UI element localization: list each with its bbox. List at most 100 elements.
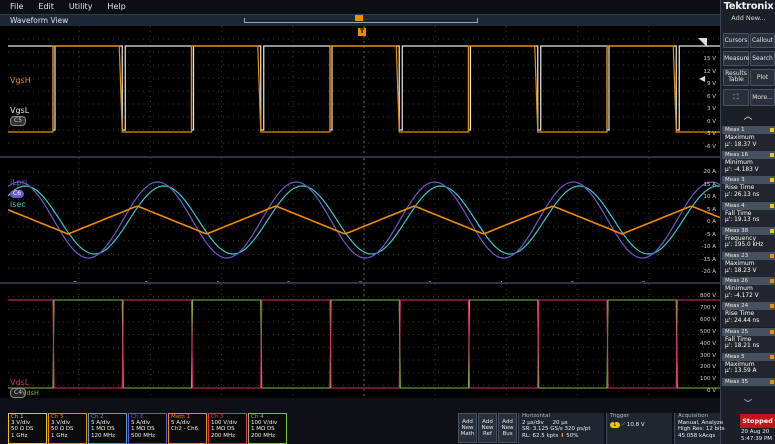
c4-badge[interactable]: C4 [10,388,27,398]
measurement-badge[interactable]: Meas 4 Fall Time μ': 19.13 ns [722,201,775,227]
measurement-badge[interactable]: Meas 35 [722,378,775,387]
cursors-button[interactable]: Cursors [723,33,749,48]
measurement-badge[interactable]: Meas 3 Rise Time μ': 26.13 ns [722,176,775,202]
horizontal-rl-row: RL: 62.5 kpts ⬇ 50% [519,433,604,439]
plot-button[interactable]: Plot [750,69,775,86]
channel-name: Ch 6 [131,414,144,420]
measurement-type: Minimum [725,285,753,293]
measurement-value: μ': -4.172 V [725,292,759,299]
measurement-source-indicator [770,279,774,284]
measurement-badge[interactable]: Meas 38 Frequency μ': 195.0 kHz [722,226,775,252]
measurement-source-indicator [770,153,774,158]
c5-badge[interactable]: C5 [10,116,27,126]
measurement-id-text: Meas 3 [725,177,745,184]
measurement-id-text: Meas 16 [725,152,749,159]
waveform-pane-current[interactable]: iLpri C6 isec 20 A 15 A 10 A 5 A 0 A -5 A -10 … [8,158,720,287]
measurement-value: μ': 18.37 V [725,141,757,148]
measurement-source-indicator [770,304,774,309]
more-button[interactable]: More... [750,89,775,106]
add-new-bus-button[interactable]: Add New Bus [498,413,517,443]
measurement-badge[interactable]: Meas 5 Maximum μ': 13.59 A [722,352,775,378]
pane-divider [0,282,720,284]
channel-setting: 200 MHz [211,432,236,439]
c6-badge[interactable]: C6 [10,190,25,198]
acq-analyze: Analyze [701,420,724,426]
pane1-scale-left-arrow-icon[interactable]: ◀ [699,74,706,83]
y-tick-label: 15 V [703,56,716,62]
scroll-down-chevron-icon[interactable]: ﹀ [744,399,752,408]
measurement-badge[interactable]: Meas 16 Minimum μ': -4.183 V [722,151,775,177]
y-tick-label: 400 V [699,340,716,347]
measurement-value: μ': 19.13 ns [725,217,760,224]
search-button[interactable]: Search [750,51,775,66]
horizontal-position: 50% [566,432,579,439]
y-tick-label: 100 V [699,376,716,383]
menu-utility[interactable]: Utility [68,2,93,11]
run-stop-status[interactable]: Stopped [740,414,775,428]
menu-file[interactable]: File [10,2,24,11]
measurement-badge[interactable]: Meas 1 Maximum μ': 18.37 V [722,126,775,151]
trigger-position-marker[interactable] [355,15,363,21]
channel-badge-ch3[interactable]: Ch 3 100 V/div 1 MΩ DS 200 MHz [208,413,247,444]
horizontal-sr-row: SR: 3.125 GS/s 320 ps/pt [519,426,604,432]
isec-label: isec [10,200,26,209]
measurement-id-text: Meas 5 [725,353,745,360]
pane-divider [0,156,720,158]
channel-name: Ch 2 [91,414,104,420]
horizontal-position-bar[interactable] [244,18,478,23]
results-table-button[interactable]: Results Table [723,69,749,86]
menu-help[interactable]: Help [107,2,126,11]
measurement-source-indicator [770,354,774,359]
ilpri-label: iLpri [10,178,28,187]
horizontal-badge[interactable]: Horizontal 2 µs/div 20 µs SR: 3.125 GS/s… [518,413,604,444]
acq-mode: Manual, [678,420,700,426]
y-tick-label: 12 V [703,68,716,75]
trigger-row: 1 ⟋ 10.8 V [607,422,672,428]
acquisition-badge[interactable]: Acquisition Manual, Analyze High Res: 12… [674,413,725,444]
waveform-pane-drain[interactable]: VdsL C4 VdsH 800 V 700 V 600 V 500 V 400 V 30… [8,284,720,398]
date: 20 Aug 20 [741,429,770,435]
menu-edit[interactable]: Edit [38,2,54,11]
channel-setting: 50 Ω DS [11,426,34,433]
trigger-level: 10.8 V [626,422,645,428]
add-label: Add [502,419,513,425]
scroll-up-chevron-icon[interactable]: ︿ [743,112,753,122]
measurement-badge[interactable]: Meas 24 Rise Time μ': 24.44 ns [722,302,775,328]
measurement-badge[interactable]: Meas 26 Minimum μ': -4.172 V [722,277,775,303]
new-label: New [461,425,474,432]
isec-trace [8,185,720,255]
time: 5:47:39 PM [741,435,773,442]
pane-maximize-icon[interactable] [698,38,707,47]
measurement-id-text: Meas 25 [725,328,749,335]
trigger-t-icon: T [358,28,366,36]
y-tick-label: 700 V [699,304,716,311]
waveform-pane-gate[interactable]: VgsH VgsL C5 T ◀ 15 V 12 V 9 V 6 V 3 V 0 V -3 … [8,26,720,156]
vdsl-trace [8,299,720,389]
right-sidebar: Tektronix Add New... Cursors Callout Mea… [720,0,775,444]
measurement-badge[interactable]: Meas 25 Fall Time μ': 18.21 ns [722,327,775,353]
trigger-badge[interactable]: Trigger 1 ⟋ 10.8 V [606,413,672,444]
channel-name: Ch 4 [251,414,264,420]
y-tick-label: -15 A [701,256,717,263]
measure-button[interactable]: Measure [723,51,750,66]
measurement-id-text: Meas 38 [725,227,749,234]
add-new-ref-button[interactable]: Add New Ref [478,413,497,443]
measurement-id: Meas 3 [722,176,775,185]
channel-setting: 1 MΩ DS [91,426,115,433]
rising-edge-icon: ⟋ [621,422,626,428]
measurement-badge[interactable]: Meas 23 Maximum μ': 18.23 V [722,252,775,277]
fit-to-screen-button[interactable]: ⛶ [723,89,749,106]
callout-button[interactable]: Callout [750,33,775,48]
horizontal-title: Horizontal [522,413,551,419]
channel-badge-ch4[interactable]: Ch 4 100 V/div 1 MΩ DS 200 MHz [248,413,287,444]
add-new-math-button[interactable]: Add New Math [458,413,477,443]
measurement-type: Fall Time [725,335,752,343]
y-tick-label: 15 A [703,181,716,188]
new-label: New [481,425,494,432]
add-label: Add [482,419,493,425]
